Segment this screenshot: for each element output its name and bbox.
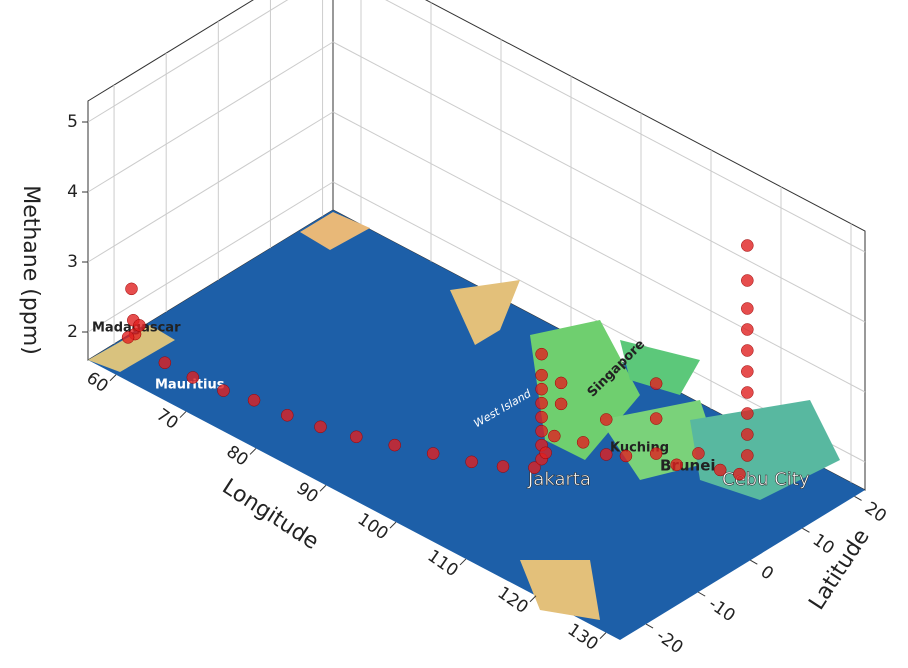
point xyxy=(692,447,704,459)
y-tick-label: 0 xyxy=(757,562,777,585)
point xyxy=(187,371,199,383)
x-tick-label: 90 xyxy=(293,479,322,508)
point xyxy=(427,447,439,459)
point xyxy=(314,421,326,433)
x-tick-label: 60 xyxy=(83,368,112,397)
y-tick xyxy=(698,592,705,596)
land xyxy=(520,560,600,620)
x-tick-label: 70 xyxy=(153,405,182,434)
point xyxy=(536,411,548,423)
z-tick-label: 3 xyxy=(67,252,78,272)
point xyxy=(600,448,612,460)
point xyxy=(741,239,753,251)
point xyxy=(741,449,753,461)
point xyxy=(540,447,552,459)
point xyxy=(741,344,753,356)
point xyxy=(133,319,145,331)
point xyxy=(497,460,509,472)
point xyxy=(741,274,753,286)
point xyxy=(620,450,632,462)
point xyxy=(600,413,612,425)
point xyxy=(650,413,662,425)
point xyxy=(741,365,753,377)
point xyxy=(741,302,753,314)
y-tick xyxy=(802,528,809,532)
chart: Madagascar Mauritius West Island Singapo… xyxy=(0,0,908,668)
point xyxy=(159,357,171,369)
point xyxy=(536,383,548,395)
point xyxy=(281,409,293,421)
point xyxy=(248,394,260,406)
z-tick-label: 2 xyxy=(67,322,78,342)
point xyxy=(555,398,567,410)
point xyxy=(733,468,745,480)
point xyxy=(536,397,548,409)
point xyxy=(389,439,401,451)
point xyxy=(741,323,753,335)
point xyxy=(671,459,683,471)
point xyxy=(577,436,589,448)
annotation: Brunei xyxy=(660,457,716,475)
point xyxy=(741,428,753,440)
point xyxy=(714,464,726,476)
y-tick-label: -20 xyxy=(652,626,686,658)
y-tick xyxy=(646,624,653,628)
y-tick xyxy=(750,560,757,564)
point xyxy=(555,377,567,389)
point xyxy=(466,456,478,468)
x-tick-label: 80 xyxy=(223,442,252,471)
z-axis-title: Methane (ppm) xyxy=(18,185,43,355)
point xyxy=(548,430,560,442)
point xyxy=(741,386,753,398)
point xyxy=(741,407,753,419)
z-tick-label: 4 xyxy=(67,182,78,202)
point xyxy=(536,369,548,381)
y-tick-label: 20 xyxy=(861,498,890,527)
point xyxy=(650,378,662,390)
y-tick-label: -10 xyxy=(704,594,738,626)
point xyxy=(536,425,548,437)
point xyxy=(125,283,137,295)
z-tick-label: 5 xyxy=(67,112,78,132)
point xyxy=(217,385,229,397)
point xyxy=(536,348,548,360)
point xyxy=(650,448,662,460)
point xyxy=(350,431,362,443)
point xyxy=(122,331,134,343)
y-tick xyxy=(855,496,862,500)
